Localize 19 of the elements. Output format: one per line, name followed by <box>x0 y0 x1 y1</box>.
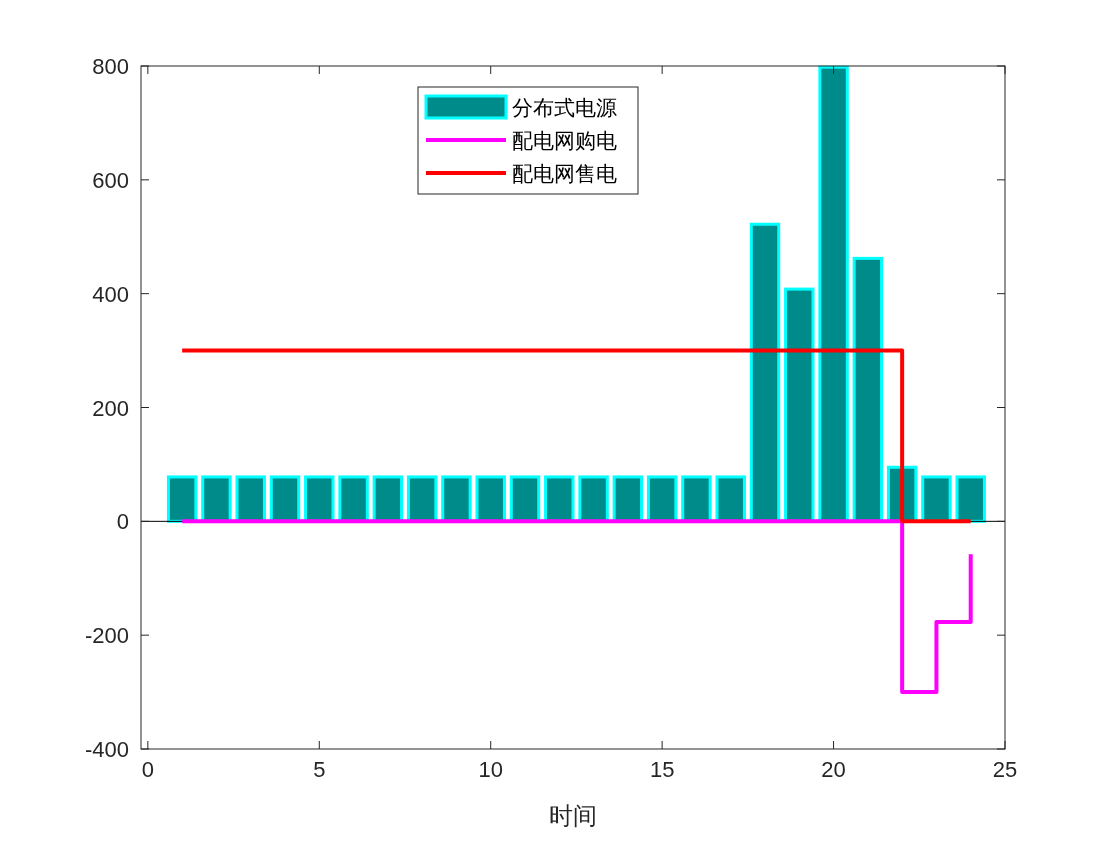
bar <box>955 475 986 523</box>
y-tick-label: 600 <box>92 167 129 193</box>
bar <box>166 475 198 523</box>
x-tick-label: 25 <box>992 757 1018 782</box>
x-tick-label: 5 <box>313 757 326 782</box>
x-tick-label: 20 <box>821 757 846 782</box>
x-tick-label: 10 <box>478 757 503 782</box>
legend-label: 分布式电源 <box>512 96 617 120</box>
legend-label: 配电网购电 <box>512 129 617 153</box>
x-axis-title: 时间 <box>549 802 597 830</box>
y-tick-label: 400 <box>92 281 129 307</box>
y-tick-label: 200 <box>92 395 129 421</box>
x-tick-label: 15 <box>649 757 675 782</box>
y-tick-label: -200 <box>84 623 129 649</box>
legend-label: 配电网售电 <box>512 162 617 186</box>
y-tick-label: 0 <box>116 509 129 535</box>
y-tick-label: 800 <box>92 54 129 79</box>
y-tick-label: -400 <box>84 737 129 762</box>
x-tick-label: 0 <box>141 757 154 782</box>
